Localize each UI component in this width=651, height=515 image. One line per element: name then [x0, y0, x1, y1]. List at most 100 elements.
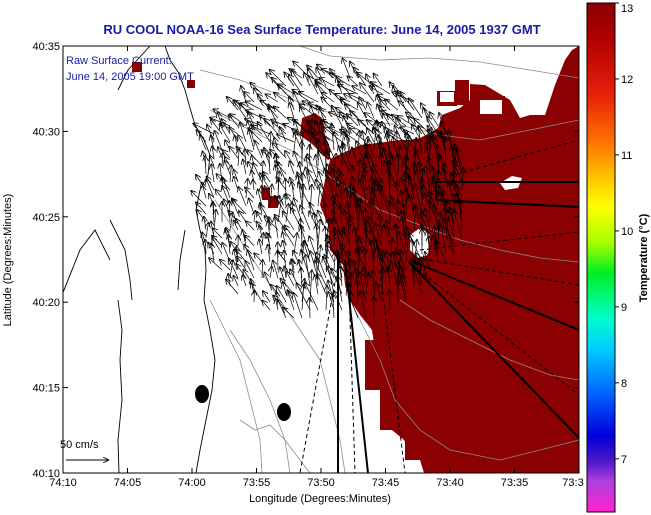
colorbar-ticks: 13 12 11 10 9 8 7	[615, 2, 633, 466]
current-vector	[430, 112, 439, 127]
current-vector	[300, 225, 311, 255]
x-tick-label: 74:00	[178, 477, 206, 489]
current-vector	[237, 147, 247, 159]
current-vector	[343, 227, 351, 247]
current-vector	[448, 130, 455, 159]
current-vector	[367, 103, 375, 119]
current-vector	[243, 160, 246, 175]
current-vector	[252, 126, 271, 135]
figure-title: RU COOL NOAA-16 Sea Surface Temperature:…	[103, 22, 540, 37]
current-vector	[352, 86, 367, 95]
current-vector	[346, 188, 351, 215]
current-vector	[333, 294, 334, 319]
current-vector	[320, 78, 335, 87]
current-vector	[382, 250, 383, 279]
current-vector	[200, 135, 207, 151]
current-vector	[310, 185, 312, 215]
current-vector	[459, 199, 462, 231]
y-tick-label: 40:10	[32, 468, 60, 480]
current-vector	[387, 131, 407, 143]
current-vector	[275, 217, 279, 239]
current-vector	[398, 232, 407, 255]
current-annotation-line2: June 14, 2005 19:00 GMT	[66, 71, 194, 83]
current-vector	[304, 73, 311, 87]
current-vector	[449, 182, 455, 207]
current-vector	[377, 247, 383, 271]
current-vector	[244, 92, 255, 103]
current-vector	[302, 285, 304, 311]
current-vector	[426, 166, 431, 191]
current-vector	[436, 241, 447, 263]
current-vector	[287, 272, 295, 287]
current-vector	[322, 93, 335, 103]
current-vector	[240, 123, 247, 143]
current-vector	[319, 172, 327, 199]
current-vector	[353, 193, 359, 223]
current-vector	[238, 135, 247, 151]
colorbar-tick-label: 12	[621, 74, 633, 86]
y-tick-label: 40:30	[32, 126, 60, 138]
current-vector	[268, 245, 270, 263]
current-vector	[262, 301, 271, 311]
current-vector	[262, 186, 263, 199]
current-vector	[225, 161, 231, 175]
current-vector	[277, 135, 295, 143]
current-vector	[390, 161, 391, 191]
current-vector	[230, 166, 231, 183]
x-tick-label: 74:05	[114, 477, 142, 489]
current-vector	[360, 291, 367, 319]
current-vector	[292, 129, 311, 143]
current-vector	[258, 122, 271, 143]
current-vector	[245, 236, 255, 247]
current-vector	[397, 280, 398, 303]
current-vector	[222, 177, 223, 191]
current-vector	[398, 154, 399, 175]
current-vector	[339, 146, 351, 175]
current-vector	[357, 280, 358, 303]
current-vector	[417, 169, 423, 199]
current-vector	[338, 85, 359, 95]
current-vectors	[191, 58, 463, 319]
current-vector	[391, 197, 399, 215]
current-vector	[283, 308, 295, 319]
current-vector	[316, 68, 327, 87]
current-vector	[326, 245, 335, 263]
scale-vector-label: 50 cm/s	[60, 439, 99, 451]
current-vector	[245, 261, 255, 279]
y-tick-label: 40:15	[32, 383, 60, 395]
colorbar-tick-label: 8	[621, 378, 627, 390]
current-vector	[414, 266, 423, 295]
current-vector	[389, 290, 390, 311]
current-vector	[425, 209, 431, 231]
current-vector	[402, 217, 407, 247]
current-vector	[395, 126, 407, 151]
current-vector	[454, 210, 463, 239]
current-vector	[213, 229, 223, 239]
current-vector	[270, 267, 272, 279]
current-vector	[253, 180, 254, 191]
current-vector	[340, 205, 342, 231]
current-vector	[374, 74, 383, 87]
current-vector	[358, 160, 360, 183]
current-vector	[234, 221, 238, 231]
current-vector	[386, 220, 391, 239]
x-tick-label: 73:45	[372, 477, 400, 489]
current-vector	[343, 58, 351, 79]
current-vector	[328, 292, 335, 311]
current-vector	[318, 184, 320, 207]
current-vector	[357, 199, 367, 223]
current-vector	[381, 153, 382, 175]
current-vector	[209, 258, 223, 271]
current-vector	[273, 261, 279, 279]
colorbar-label: Temperature (°C)	[638, 213, 650, 302]
current-annotation-line1: Raw Surface Current:	[66, 55, 172, 67]
station-marker-east	[277, 403, 291, 421]
current-vector	[338, 277, 343, 303]
current-vector	[409, 98, 423, 119]
current-vector	[297, 283, 311, 311]
current-vector	[274, 107, 287, 119]
current-vector	[341, 182, 342, 207]
current-vector	[262, 260, 263, 279]
current-vector	[382, 268, 383, 295]
